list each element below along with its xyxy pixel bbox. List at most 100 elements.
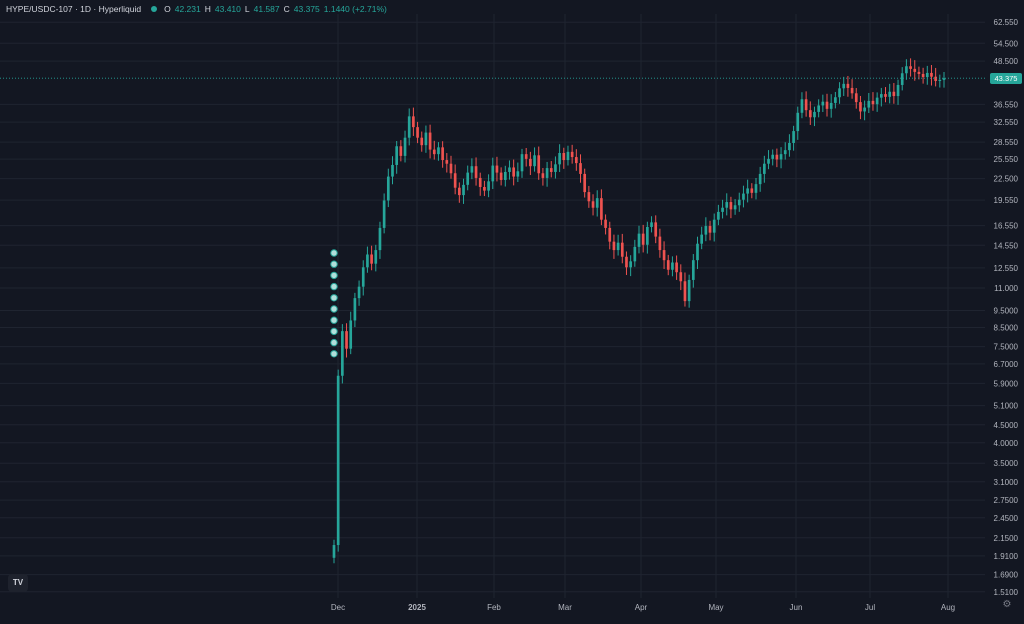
candle-body — [779, 154, 783, 160]
candle-body — [775, 154, 779, 160]
candle-body — [821, 101, 825, 106]
y-tick-label: 2.4500 — [994, 514, 1019, 523]
event-marker-icon — [330, 271, 338, 280]
y-tick-label: 3.1000 — [994, 478, 1019, 487]
candle-body — [658, 236, 662, 251]
candle-body — [804, 99, 808, 111]
candle-body — [646, 226, 649, 245]
candle-body — [566, 151, 570, 161]
candle-body — [529, 158, 532, 167]
candle-body — [771, 154, 775, 159]
candle-body — [361, 267, 365, 287]
candle-body — [341, 331, 344, 376]
candle-body — [449, 163, 453, 174]
candle-body — [850, 87, 854, 94]
symbol-title[interactable]: HYPE/USDC-107 · 1D · Hyperliquid — [6, 4, 142, 14]
y-tick-label: 5.9000 — [994, 379, 1019, 388]
candle-body — [900, 73, 904, 85]
candle-body — [370, 254, 373, 264]
candle-body — [921, 73, 925, 78]
candle-body — [495, 165, 499, 173]
y-tick-label: 2.7500 — [994, 496, 1019, 505]
candle-body — [808, 110, 812, 118]
candle-body — [474, 166, 478, 178]
y-tick-label: 25.550 — [994, 155, 1019, 164]
y-tick-label: 1.9100 — [994, 552, 1019, 561]
candle-body — [470, 166, 474, 173]
candle-body — [913, 68, 917, 72]
candle-body — [332, 545, 336, 558]
candle-body — [503, 171, 507, 180]
candle-body — [600, 198, 603, 220]
x-tick-label: 2025 — [408, 603, 426, 612]
y-tick-label: 36.550 — [994, 100, 1019, 109]
event-marker-icon — [330, 282, 338, 291]
candle-body — [942, 78, 946, 80]
candle-body — [859, 102, 862, 112]
y-tick-label: 4.5000 — [994, 421, 1019, 430]
candle-body — [788, 142, 791, 151]
candle-body — [391, 164, 394, 177]
event-marker-icon — [330, 327, 338, 336]
y-tick-label: 48.500 — [994, 57, 1019, 66]
tradingview-logo[interactable]: TV — [8, 574, 28, 592]
candle-body — [888, 91, 892, 97]
candle-body — [541, 173, 545, 178]
candle-body — [737, 199, 741, 206]
x-tick-label: Feb — [487, 603, 501, 612]
gear-icon[interactable]: ⚙ — [1002, 599, 1012, 610]
candle-body — [666, 260, 670, 270]
y-tick-label: 1.6900 — [994, 571, 1019, 580]
candle-body — [733, 205, 737, 210]
candle-body — [817, 105, 820, 112]
close-label: C — [283, 4, 290, 14]
event-marker-icon — [330, 260, 338, 268]
candle-body — [729, 202, 733, 210]
candle-body — [938, 79, 942, 81]
x-tick-label: Mar — [558, 603, 572, 612]
candle-body — [583, 173, 587, 193]
candle-body — [403, 137, 407, 156]
candle-body — [428, 132, 432, 150]
candle-body — [374, 250, 378, 264]
candle-body — [562, 152, 566, 161]
candle-body — [366, 254, 369, 268]
candle-body — [641, 233, 645, 245]
y-tick-label: 12.550 — [994, 264, 1019, 273]
y-tick-label: 8.5000 — [994, 323, 1019, 332]
candle-body — [595, 198, 599, 208]
candle-body — [712, 219, 716, 233]
candle-body — [884, 94, 887, 97]
candle-body — [650, 222, 653, 227]
candle-body — [675, 262, 678, 273]
candle-body — [616, 242, 620, 251]
open-label: O — [164, 4, 171, 14]
candle-body — [875, 97, 879, 105]
candle-body — [758, 173, 762, 185]
y-tick-label: 54.500 — [994, 39, 1019, 48]
candle-body — [679, 272, 683, 282]
candle-body — [458, 187, 461, 196]
y-tick-label: 22.500 — [994, 175, 1019, 184]
candle-body — [721, 207, 724, 212]
candle-body — [520, 154, 524, 172]
candle-body — [462, 184, 465, 196]
candle-body — [846, 83, 850, 88]
candle-body — [574, 157, 578, 164]
candle-body — [754, 184, 758, 193]
candle-body — [867, 100, 871, 108]
high-label: H — [204, 4, 211, 14]
low-label: L — [244, 4, 250, 14]
candle-body — [487, 181, 490, 191]
candle-body — [629, 261, 632, 268]
y-tick-label: 14.550 — [994, 241, 1019, 250]
change-value: 1.1440 (+2.71%) — [323, 4, 387, 14]
candle-body — [767, 158, 770, 164]
candle-body — [424, 132, 428, 146]
candle-body — [925, 72, 929, 78]
low-value: 41.587 — [253, 4, 280, 14]
candle-body — [746, 188, 749, 194]
candle-body — [708, 226, 712, 233]
